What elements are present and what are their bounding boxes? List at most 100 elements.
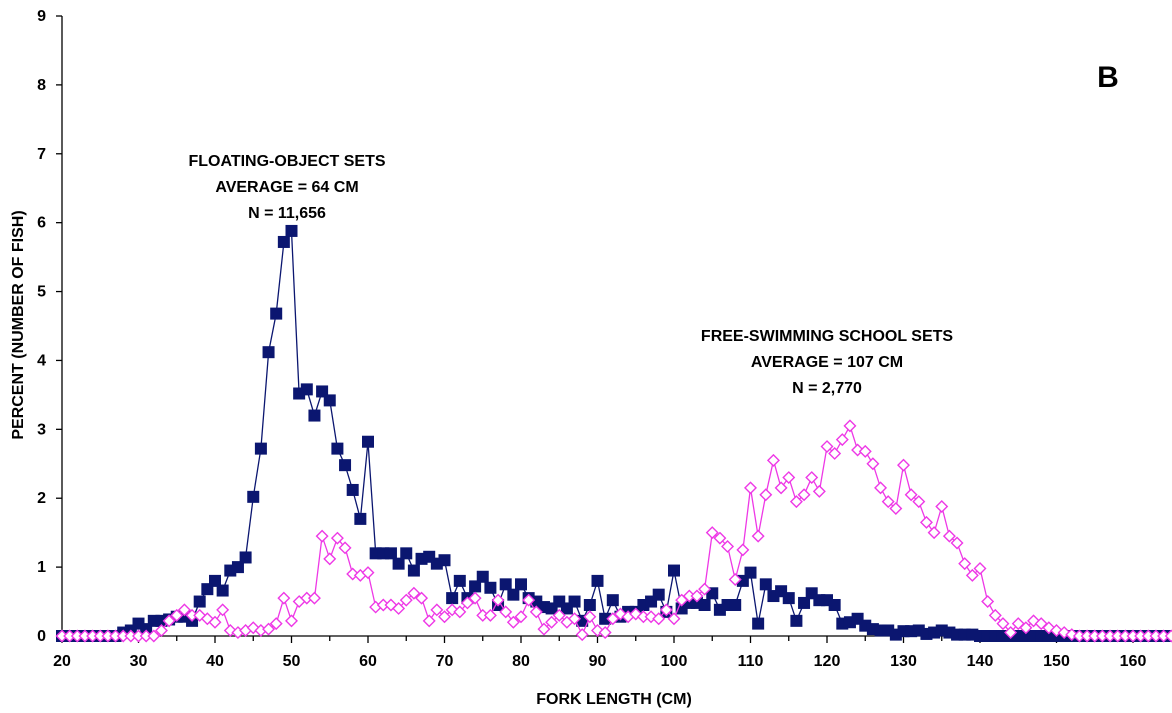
data-point-free (927, 526, 941, 540)
data-point-free (652, 612, 666, 626)
data-point-free (835, 433, 849, 447)
x-tick-label: 40 (206, 653, 224, 670)
data-point-free (415, 591, 429, 605)
x-tick-label: 150 (1043, 653, 1070, 670)
data-point-free (981, 595, 995, 609)
x-tick-label: 100 (661, 653, 688, 670)
data-point-floating (484, 581, 497, 594)
data-point-free (667, 612, 681, 626)
data-point-floating (407, 564, 420, 577)
data-point-floating (453, 574, 466, 587)
data-point-free (583, 610, 597, 624)
data-point-free (782, 471, 796, 485)
data-point-floating (599, 612, 612, 625)
y-tick-label: 8 (37, 77, 46, 94)
y-tick-label: 9 (37, 8, 46, 25)
data-point-free (552, 608, 566, 622)
data-point-free (942, 529, 956, 543)
x-axis-title: FORK LENGTH (CM) (536, 691, 692, 708)
data-point-floating (652, 588, 665, 601)
series-floating (56, 224, 1172, 642)
free-swimming-annotation: FREE-SWIMMING SCHOOL SETS AVERAGE = 107 … (701, 328, 953, 397)
data-point-free (766, 453, 780, 467)
data-point-floating (331, 442, 344, 455)
data-point-free (797, 488, 811, 502)
data-point-floating (583, 599, 596, 611)
data-point-floating (354, 512, 367, 525)
data-point-free (154, 623, 168, 637)
data-point-free (162, 614, 176, 628)
data-point-free (269, 617, 283, 631)
annotation-line: FLOATING-OBJECT SETS (188, 153, 385, 170)
data-point-free (774, 481, 788, 495)
data-point-free (950, 536, 964, 550)
annotation-line: AVERAGE = 107 CM (751, 354, 903, 371)
data-point-free (866, 457, 880, 471)
data-point-free (499, 605, 513, 619)
data-point-free (812, 484, 826, 498)
data-point-floating (798, 596, 811, 609)
data-point-free (912, 495, 926, 509)
x-tick-label: 30 (130, 653, 148, 670)
data-point-floating (499, 578, 512, 591)
annotation-line: N = 11,656 (248, 205, 326, 222)
data-point-floating (591, 574, 604, 587)
data-point-free (958, 557, 972, 571)
data-point-free (422, 614, 436, 628)
y-tick-label: 1 (37, 559, 46, 576)
x-tick-label: 110 (738, 653, 764, 670)
data-point-free (483, 608, 497, 622)
data-point-floating (790, 614, 803, 627)
data-point-free (1019, 621, 1033, 635)
data-point-floating (270, 307, 283, 320)
data-point-floating (339, 459, 352, 472)
data-point-free (522, 593, 536, 607)
data-point-floating (362, 435, 374, 448)
data-point-floating (346, 483, 359, 496)
data-point-free (889, 502, 903, 516)
data-point-floating (668, 564, 680, 577)
data-point-floating (384, 547, 397, 560)
y-tick-label: 2 (37, 490, 46, 507)
data-point-free (973, 561, 987, 575)
data-point-floating (254, 442, 267, 455)
data-point-floating (507, 588, 520, 601)
data-point-floating (216, 584, 229, 597)
data-point-free (468, 591, 482, 605)
series-free (55, 419, 1172, 643)
data-point-free (338, 541, 352, 555)
data-point-free (713, 531, 727, 545)
data-point-free (858, 444, 872, 458)
data-point-free (430, 603, 444, 617)
y-tick-label: 6 (37, 215, 46, 232)
data-point-free (805, 471, 819, 485)
data-point-free (277, 591, 291, 605)
data-point-free (506, 615, 520, 629)
data-point-free (323, 552, 337, 566)
x-tick-label: 80 (512, 653, 530, 670)
data-point-free (392, 601, 406, 615)
series-layer (55, 224, 1172, 643)
data-point-free (216, 603, 230, 617)
floating-object-annotation: FLOATING-OBJECT SETS AVERAGE = 64 CM N =… (188, 153, 385, 222)
data-point-free (843, 419, 857, 433)
data-point-free (736, 543, 750, 557)
x-tick-label: 20 (53, 653, 71, 670)
annotation-line: N = 2,770 (792, 380, 862, 397)
data-point-free (491, 593, 505, 607)
y-axis-title: PERCENT (NUMBER OF FISH) (10, 210, 27, 439)
annotation-line: AVERAGE = 64 CM (215, 179, 358, 196)
data-point-free (897, 458, 910, 472)
x-tick-label: 70 (436, 653, 454, 670)
data-point-floating (782, 592, 795, 605)
data-point-free (514, 610, 528, 624)
data-point-free (874, 481, 888, 495)
data-point-free (744, 481, 757, 495)
data-point-free (919, 515, 933, 529)
data-point-floating (828, 599, 841, 611)
data-point-floating (752, 617, 765, 630)
data-point-free (453, 605, 467, 619)
axes (56, 15, 1170, 643)
data-point-free (705, 526, 719, 540)
x-tick-label: 60 (359, 653, 377, 670)
